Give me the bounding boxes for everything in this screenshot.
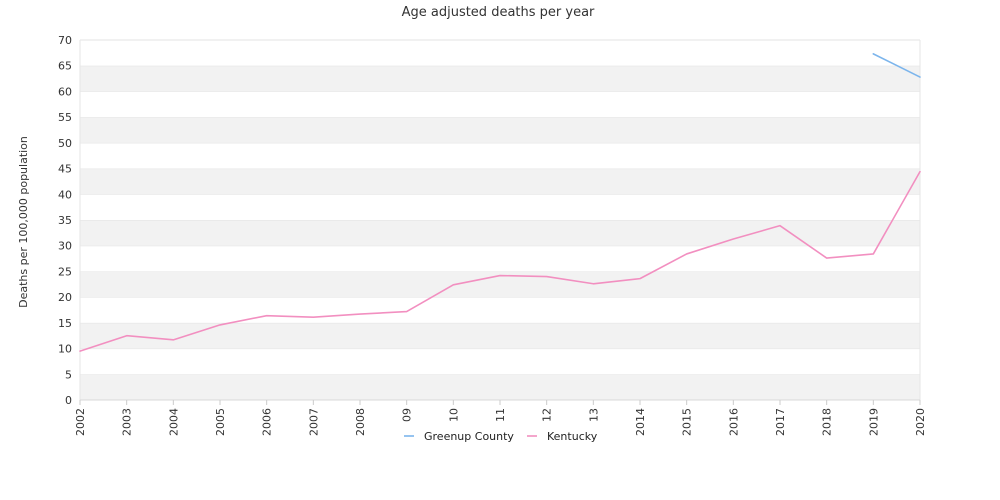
- x-tick-label: 12: [541, 408, 554, 422]
- x-tick-label: 2003: [121, 408, 134, 436]
- x-tick-label: 2016: [727, 408, 740, 436]
- y-tick-label: 15: [58, 317, 72, 330]
- grid-band: [80, 220, 920, 246]
- grid-band: [80, 117, 920, 143]
- y-tick-label: 0: [65, 394, 72, 407]
- x-tick-label: 2002: [74, 408, 87, 436]
- grid-band: [80, 168, 920, 195]
- y-axis-label: Deaths per 100,000 population: [17, 136, 30, 308]
- grid-band: [80, 142, 920, 169]
- y-tick-label: 40: [58, 188, 72, 201]
- y-tick-label: 35: [58, 214, 72, 227]
- x-tick-label: 2020: [914, 408, 927, 436]
- y-tick-label: 65: [58, 60, 72, 73]
- legend-label: Kentucky: [547, 430, 598, 443]
- grid-band: [80, 348, 920, 375]
- x-tick-label: 13: [587, 408, 600, 422]
- y-tick-label: 45: [58, 163, 72, 176]
- series-lines: [79, 53, 921, 352]
- grid-band: [80, 194, 920, 220]
- x-tick-label: 2006: [261, 408, 274, 436]
- x-tick-label: 2019: [867, 408, 880, 436]
- y-tick-label: 30: [58, 240, 72, 253]
- grid-band: [80, 40, 920, 66]
- grid-band: [80, 65, 920, 92]
- y-tick-label: 25: [58, 265, 72, 278]
- legend: Greenup County Kentucky: [404, 430, 598, 443]
- x-tick-label: 2005: [214, 408, 227, 436]
- series-line-kentucky: [79, 170, 921, 352]
- x-tick-label: 10: [447, 408, 460, 422]
- y-tick-label: 55: [58, 111, 72, 124]
- x-tick-label: 09: [401, 408, 414, 422]
- y-tick-label: 20: [58, 291, 72, 304]
- y-tick-label: 70: [58, 34, 72, 47]
- grid-band: [80, 91, 920, 118]
- chart-title: Age adjusted deaths per year: [402, 5, 595, 20]
- x-tick-label: 11: [494, 408, 507, 422]
- x-tick-label: 2018: [821, 408, 834, 436]
- x-tick-label: 2014: [634, 408, 647, 436]
- grid-band: [80, 245, 920, 272]
- grid-band: [80, 322, 920, 349]
- y-tick-label: 5: [65, 368, 72, 381]
- y-tick-label: 50: [58, 137, 72, 150]
- grid-band: [80, 374, 920, 400]
- y-axis-ticks: 0 5 10 15 20 25 30 35 40 45 50 55 60 65 70: [58, 34, 72, 407]
- x-tick-label: 2017: [774, 408, 787, 436]
- x-axis-ticks: 2002 2003 2004 2005 2006 2007 2008 09 10 11 12 13 20…: [74, 400, 927, 436]
- legend-label: Greenup County: [424, 430, 514, 443]
- x-tick-label: 2004: [167, 408, 180, 436]
- y-tick-label: 60: [58, 85, 72, 98]
- grid-band: [80, 297, 920, 323]
- plot-background: [79, 39, 921, 401]
- x-tick-label: 2015: [681, 408, 694, 436]
- y-tick-label: 10: [58, 343, 72, 356]
- series-line-greenup-county: [872, 53, 921, 78]
- x-tick-label: 2007: [307, 408, 320, 436]
- x-tick-label: 2008: [354, 408, 367, 436]
